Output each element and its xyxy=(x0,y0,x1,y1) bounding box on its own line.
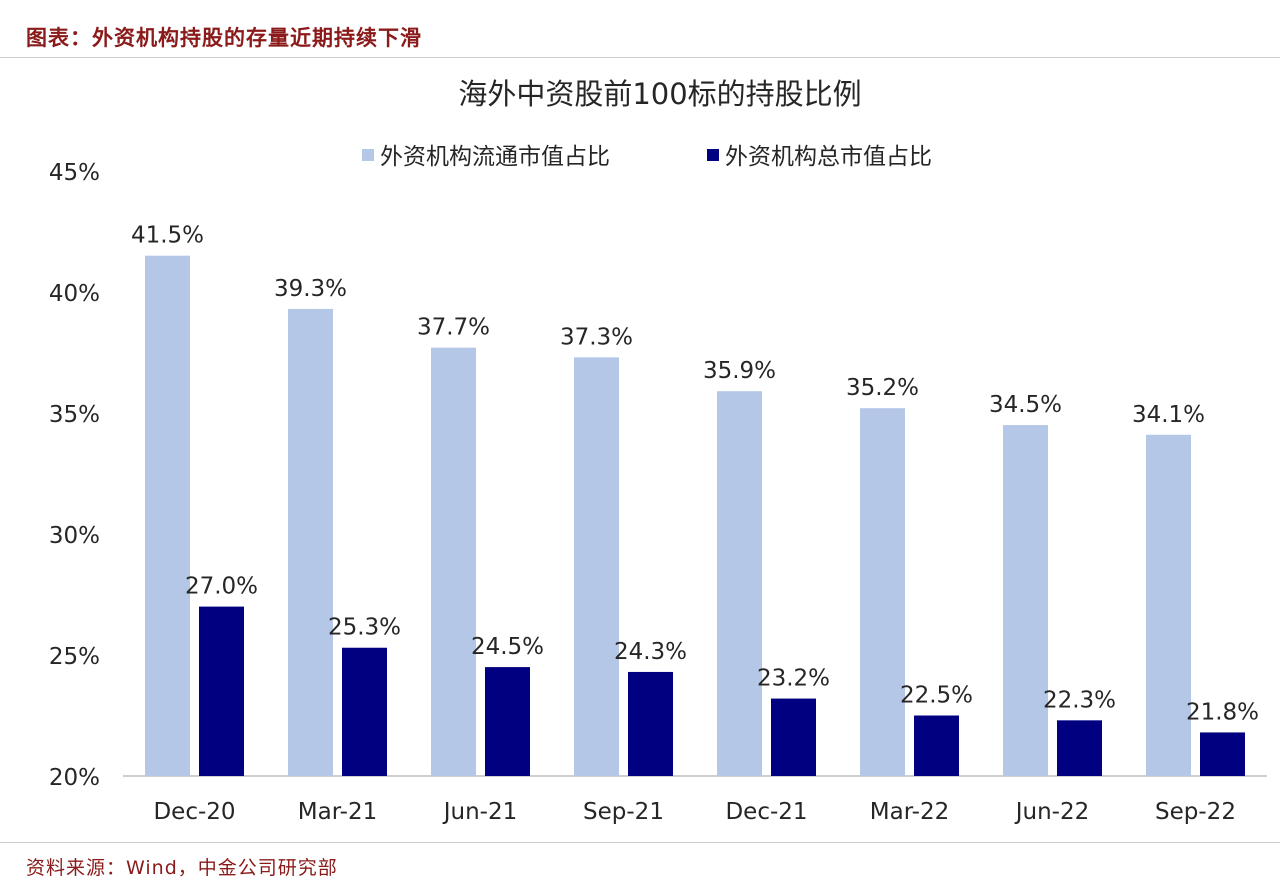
y-axis: 20% 25% 30% 35% 40% 45% xyxy=(49,160,100,791)
bar-total-share xyxy=(199,606,244,776)
bar-float-share xyxy=(717,391,762,776)
y-tick-label: 25% xyxy=(49,644,100,670)
y-tick-label: 30% xyxy=(49,523,100,549)
bar-total-share xyxy=(914,715,959,776)
data-label-total-share: 22.3% xyxy=(1043,687,1116,713)
bar-total-share xyxy=(628,671,673,776)
x-axis: Dec-20 Mar-21 Jun-21 Sep-21 Dec-21 Mar-22 Jun-… xyxy=(123,775,1267,825)
source-note: 资料来源：Wind，中金公司研究部 xyxy=(26,857,338,879)
figure-header: 图表：外资机构持股的存量近期持续下滑 xyxy=(0,0,1280,58)
data-label-total-share: 23.2% xyxy=(757,666,830,692)
data-label-total-share: 22.5% xyxy=(900,683,973,709)
x-tick-label: Dec-21 xyxy=(725,799,807,825)
chart-title: 海外中资股前100标的持股比例 xyxy=(458,77,861,111)
data-label-total-share: 21.8% xyxy=(1186,699,1259,725)
data-label-total-share: 27.0% xyxy=(185,574,258,600)
chart-area: 海外中资股前100标的持股比例 外资机构流通市值占比 外资机构总市值占比 20%… xyxy=(0,58,1280,848)
bar-float-share xyxy=(145,255,190,776)
x-tick-label: Sep-22 xyxy=(1155,799,1236,825)
data-label-float-share: 37.7% xyxy=(417,315,490,341)
bar-chart: 海外中资股前100标的持股比例 外资机构流通市值占比 外资机构总市值占比 20%… xyxy=(49,77,1267,825)
y-tick-label: 35% xyxy=(49,402,100,428)
bar-total-share xyxy=(342,647,387,776)
data-label-float-share: 35.9% xyxy=(703,358,776,384)
data-label-float-share: 34.1% xyxy=(1132,402,1205,428)
data-label-float-share: 39.3% xyxy=(274,276,347,302)
bar-total-share xyxy=(1200,732,1245,776)
bar-total-share xyxy=(1057,720,1102,776)
bar-float-share xyxy=(431,347,476,776)
legend-swatch-total xyxy=(707,149,719,161)
bar-float-share xyxy=(574,357,619,776)
legend-label-total: 外资机构总市值占比 xyxy=(725,144,932,170)
data-label-float-share: 34.5% xyxy=(989,392,1062,418)
bar-float-share xyxy=(288,308,333,776)
chart-legend: 外资机构流通市值占比 外资机构总市值占比 xyxy=(362,144,932,170)
y-tick-label: 45% xyxy=(49,160,100,186)
data-label-total-share: 24.5% xyxy=(471,634,544,660)
x-tick-label: Jun-21 xyxy=(442,799,518,825)
data-label-float-share: 41.5% xyxy=(131,223,204,249)
x-tick-label: Jun-22 xyxy=(1014,799,1090,825)
x-tick-label: Mar-21 xyxy=(298,799,378,825)
y-tick-label: 40% xyxy=(49,281,100,307)
data-label-float-share: 35.2% xyxy=(846,375,919,401)
data-label-float-share: 37.3% xyxy=(560,324,633,350)
y-tick-label: 20% xyxy=(49,765,100,791)
bar-float-share xyxy=(860,408,905,776)
figure-title: 图表：外资机构持股的存量近期持续下滑 xyxy=(26,26,422,50)
legend-label-float: 外资机构流通市值占比 xyxy=(380,144,610,170)
legend-swatch-float xyxy=(362,149,374,161)
x-tick-label: Mar-22 xyxy=(870,799,950,825)
bar-float-share xyxy=(1146,434,1191,776)
data-label-total-share: 25.3% xyxy=(328,615,401,641)
bar-series xyxy=(145,255,1245,776)
bar-total-share xyxy=(771,698,816,776)
data-label-total-share: 24.3% xyxy=(614,639,687,665)
bar-float-share xyxy=(1003,425,1048,776)
bar-total-share xyxy=(485,667,530,776)
figure-footer: 资料来源：Wind，中金公司研究部 xyxy=(0,842,1280,890)
data-labels: 41.5% 39.3% 37.7% 37.3% 35.9% 35.2% 34.5% 34.1%… xyxy=(131,223,1259,726)
x-tick-label: Dec-20 xyxy=(153,799,235,825)
x-tick-label: Sep-21 xyxy=(583,799,664,825)
